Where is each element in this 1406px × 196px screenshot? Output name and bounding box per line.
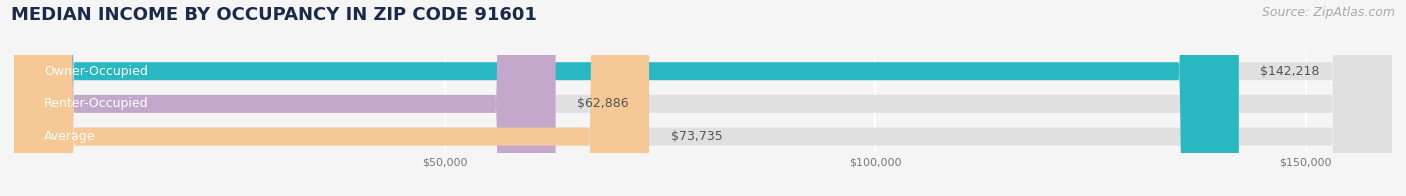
FancyBboxPatch shape	[14, 0, 555, 196]
FancyBboxPatch shape	[14, 0, 1239, 196]
Text: Source: ZipAtlas.com: Source: ZipAtlas.com	[1261, 6, 1395, 19]
FancyBboxPatch shape	[14, 0, 1392, 196]
Text: Renter-Occupied: Renter-Occupied	[44, 97, 149, 110]
FancyBboxPatch shape	[14, 0, 650, 196]
Text: Owner-Occupied: Owner-Occupied	[44, 65, 148, 78]
Text: Average: Average	[44, 130, 96, 143]
Text: $142,218: $142,218	[1260, 65, 1320, 78]
Text: MEDIAN INCOME BY OCCUPANCY IN ZIP CODE 91601: MEDIAN INCOME BY OCCUPANCY IN ZIP CODE 9…	[11, 6, 537, 24]
Text: $62,886: $62,886	[576, 97, 628, 110]
FancyBboxPatch shape	[14, 0, 1392, 196]
FancyBboxPatch shape	[14, 0, 1392, 196]
Text: $73,735: $73,735	[671, 130, 723, 143]
